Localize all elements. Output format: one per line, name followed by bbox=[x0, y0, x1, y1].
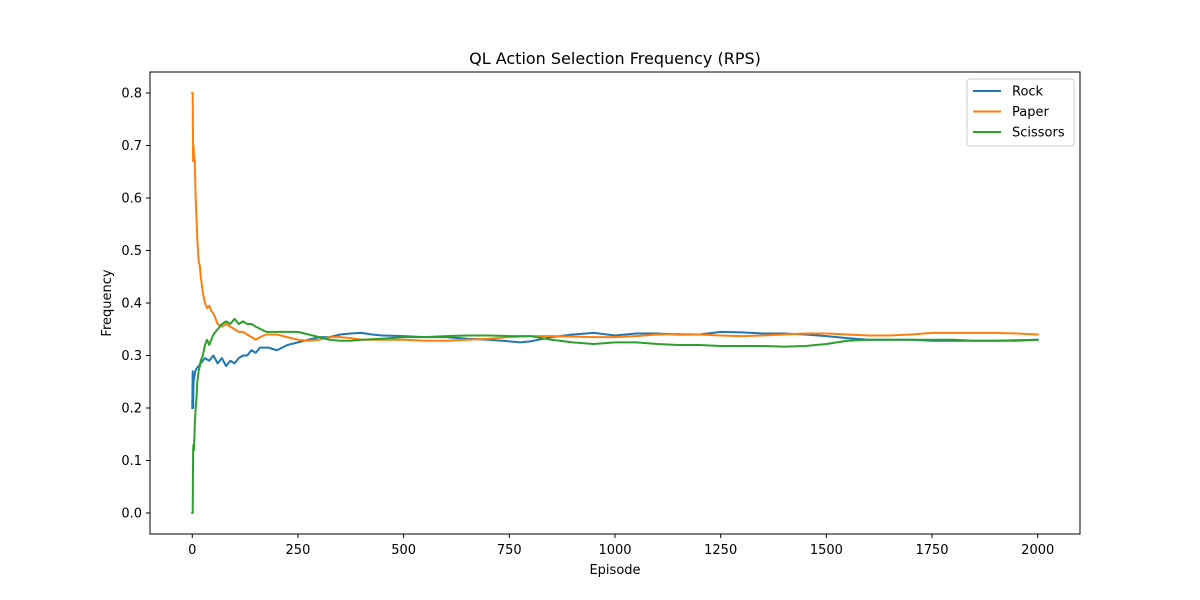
legend-label-rock: Rock bbox=[1012, 85, 1044, 100]
series-line-scissors bbox=[191, 317, 1039, 514]
y-tick-label: 0.2 bbox=[121, 402, 142, 417]
y-tick-label: 0.1 bbox=[121, 454, 142, 469]
x-tick-label: 0 bbox=[188, 543, 196, 558]
legend: Rock Paper Scissors bbox=[966, 78, 1075, 147]
y-tick-label: 0.8 bbox=[121, 87, 142, 102]
chart-title: QL Action Selection Frequency (RPS) bbox=[469, 49, 761, 68]
x-tick-label: 500 bbox=[391, 543, 416, 558]
y-tick-label: 0.3 bbox=[121, 349, 142, 364]
x-tick-label: 1250 bbox=[704, 543, 737, 558]
legend-label-paper: Paper bbox=[1012, 105, 1049, 120]
legend-frame bbox=[966, 78, 1075, 147]
x-tick-label: 2000 bbox=[1021, 543, 1054, 558]
y-tick-label: 0.6 bbox=[121, 192, 142, 207]
x-tick-label: 1000 bbox=[598, 543, 631, 558]
y-tick-label: 0.0 bbox=[121, 507, 142, 522]
legend-label-scissors: Scissors bbox=[1012, 126, 1065, 141]
y-axis-ticks: 0.0 0.1 0.2 0.3 0.4 0.5 0.6 0.7 0.8 bbox=[121, 87, 150, 522]
x-axis-ticks: 0 250 500 750 1000 1250 1500 1750 2000 bbox=[188, 534, 1054, 558]
x-tick-label: 1750 bbox=[915, 543, 948, 558]
legend-items: Rock Paper Scissors bbox=[973, 85, 1065, 141]
plot-area: 0 250 500 750 1000 1250 1500 1750 2000 0.0 0.1 0.2… bbox=[121, 71, 1081, 558]
x-axis-label: Episode bbox=[589, 563, 640, 578]
y-tick-label: 0.4 bbox=[121, 297, 142, 312]
y-axis-label: Frequency bbox=[100, 269, 115, 336]
x-tick-label: 750 bbox=[497, 543, 522, 558]
y-tick-label: 0.5 bbox=[121, 244, 142, 259]
x-tick-label: 1500 bbox=[810, 543, 843, 558]
x-tick-label: 250 bbox=[286, 543, 311, 558]
series-layer bbox=[191, 92, 1039, 514]
y-tick-label: 0.7 bbox=[121, 139, 142, 154]
